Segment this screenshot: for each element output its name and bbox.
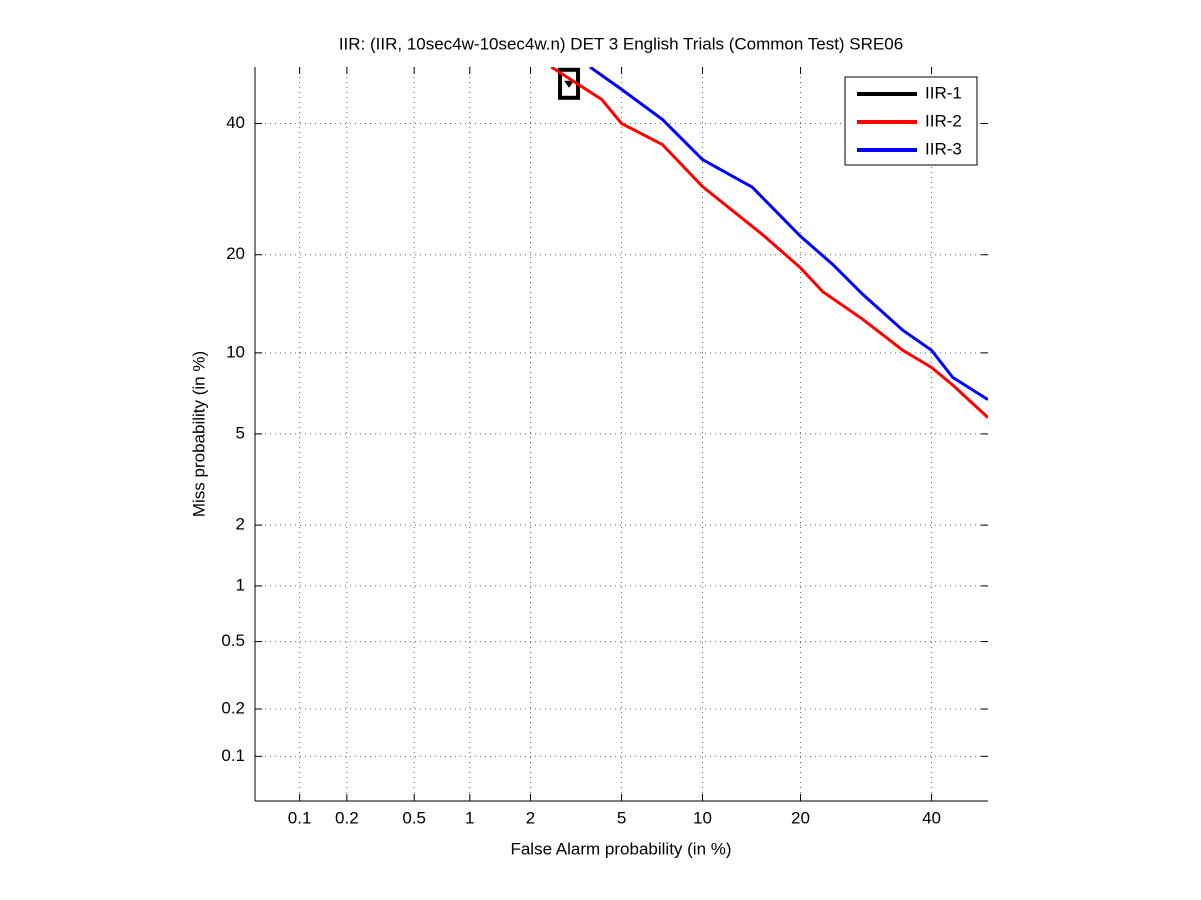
y-axis-label: Miss probability (in %) <box>189 351 208 517</box>
legend-label: IIR-1 <box>925 83 962 102</box>
det-curve <box>550 67 988 419</box>
y-tick-label: 5 <box>236 423 245 442</box>
x-tick-label: 10 <box>693 808 712 827</box>
y-tick-label: 0.5 <box>221 631 245 650</box>
x-axis-label: False Alarm probability (in %) <box>510 839 731 858</box>
y-tick-label: 2 <box>236 515 245 534</box>
legend-label: IIR-3 <box>925 139 962 158</box>
det-curve <box>589 67 988 401</box>
x-tick-label: 20 <box>791 808 810 827</box>
y-tick-label: 0.2 <box>221 699 245 718</box>
chart-title: IIR: (IIR, 10sec4w-10sec4w.n) DET 3 Engl… <box>339 34 903 53</box>
x-tick-label: 5 <box>617 808 626 827</box>
y-tick-label: 1 <box>236 575 245 594</box>
x-tick-label: 0.5 <box>402 808 426 827</box>
y-tick-label: 20 <box>226 244 245 263</box>
plot-area <box>550 67 988 419</box>
x-tick-label: 1 <box>465 808 474 827</box>
x-tick-label: 2 <box>526 808 535 827</box>
x-tick-label: 40 <box>922 808 941 827</box>
y-tick-label: 40 <box>226 113 245 132</box>
x-tick-label: 0.2 <box>335 808 359 827</box>
y-tick-label: 0.1 <box>221 746 245 765</box>
x-tick-label: 0.1 <box>288 808 312 827</box>
y-tick-label: 10 <box>226 342 245 361</box>
min-dcf-point <box>564 80 575 88</box>
legend-label: IIR-2 <box>925 111 962 130</box>
